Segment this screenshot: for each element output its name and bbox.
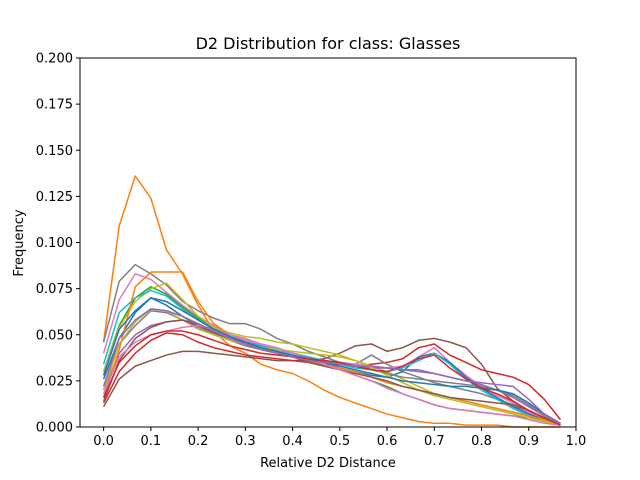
x-tick-label: 0.7 <box>424 434 445 449</box>
x-tick-label: 0.5 <box>329 434 350 449</box>
x-tick-label: 1.0 <box>566 434 587 449</box>
x-tick-label: 0.0 <box>93 434 114 449</box>
series-line-17 <box>102 330 561 426</box>
series-line-18 <box>102 308 561 424</box>
x-tick-label: 0.3 <box>235 434 256 449</box>
x-axis-label: Relative D2 Distance <box>260 456 396 471</box>
x-tick-label: 0.6 <box>377 434 398 449</box>
chart-title: D2 Distribution for class: Glasses <box>196 34 461 53</box>
series-line-10 <box>102 289 561 426</box>
series-layer <box>102 175 561 428</box>
series-line-1 <box>102 175 561 428</box>
y-tick-label: 0.000 <box>36 421 73 436</box>
y-axis-label: Frequency <box>12 209 27 276</box>
series-line-13 <box>102 308 561 426</box>
y-tick-label: 0.200 <box>36 52 73 67</box>
plot-frame <box>79 57 577 428</box>
y-tick-label: 0.025 <box>36 374 73 389</box>
y-tick-label: 0.100 <box>36 236 73 251</box>
y-tick-label: 0.125 <box>36 190 73 205</box>
x-tick-label: 0.1 <box>141 434 162 449</box>
y-tick-label: 0.075 <box>36 282 73 297</box>
x-tick-label: 0.9 <box>518 434 539 449</box>
y-tick-label: 0.150 <box>36 144 73 159</box>
y-tick-label: 0.050 <box>36 328 73 343</box>
x-tick-label: 0.8 <box>471 434 492 449</box>
x-tick-label: 0.2 <box>188 434 209 449</box>
x-tick-label: 0.4 <box>282 434 303 449</box>
series-line-11 <box>102 271 561 426</box>
series-line-4 <box>102 263 561 426</box>
y-tick-label: 0.175 <box>36 98 73 113</box>
series-line-14 <box>102 319 561 426</box>
ticks-layer: 0.0 0.1 0.2 0.3 0.4 0.5 0.6 0.7 0.8 0.9 1.0 0.000 0.… <box>36 52 587 450</box>
series-line-15 <box>102 324 561 426</box>
